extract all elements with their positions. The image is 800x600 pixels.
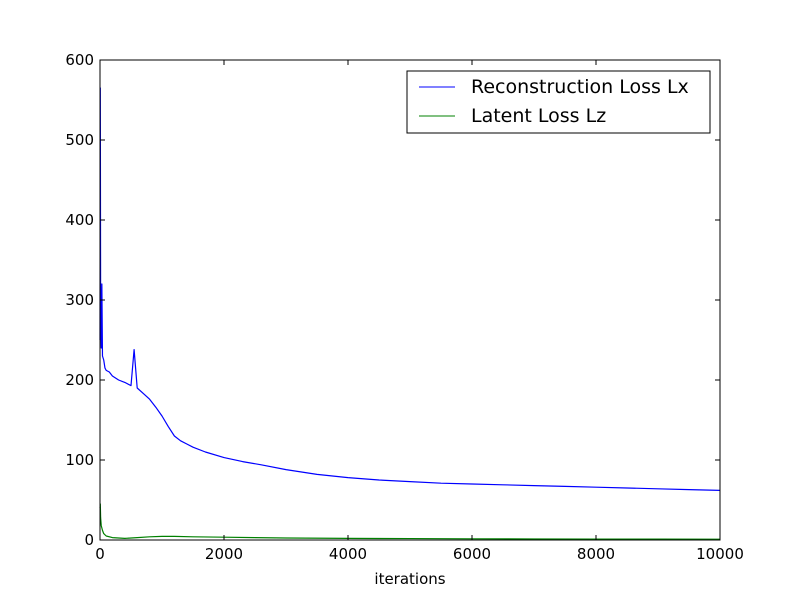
y-tick-label: 400	[65, 211, 94, 229]
plot-background	[100, 60, 720, 540]
y-tick-label: 300	[65, 291, 94, 309]
x-tick-label: 0	[95, 545, 105, 563]
x-tick-label: 8000	[577, 545, 615, 563]
legend-label-latent: Latent Loss Lz	[471, 105, 606, 127]
legend: Reconstruction Loss Lx Latent Loss Lz	[406, 70, 711, 134]
y-tick-label: 600	[65, 51, 94, 69]
series-line-0	[99, 87, 721, 491]
series-line-1	[99, 503, 721, 540]
series-layer	[99, 87, 721, 540]
legend-box	[406, 70, 711, 134]
y-tick-label: 0	[84, 531, 94, 549]
x-tick-label: 4000	[329, 545, 367, 563]
x-axis-label: iterations	[374, 570, 445, 588]
y-tick-label: 200	[65, 371, 94, 389]
y-tick-label: 500	[65, 131, 94, 149]
legend-label-reconstruction: Reconstruction Loss Lx	[471, 76, 689, 98]
x-tick-label: 6000	[453, 545, 491, 563]
x-tick-label: 2000	[205, 545, 243, 563]
x-axis: 0 2000 4000 6000 8000 10000	[95, 60, 744, 563]
x-tick-label: 10000	[696, 545, 744, 563]
y-axis: 0 100 200 300 400 500 600	[65, 51, 720, 549]
y-tick-label: 100	[65, 451, 94, 469]
